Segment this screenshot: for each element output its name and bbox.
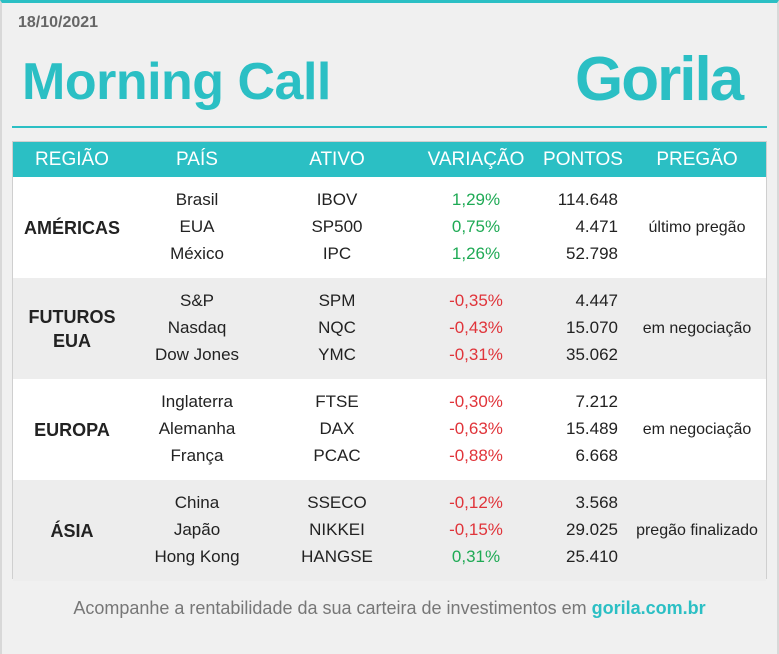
asset: NQC: [318, 318, 356, 337]
asset: SSECO: [307, 493, 367, 512]
variation: -0,88%: [449, 446, 503, 465]
country: França: [170, 446, 224, 465]
points: 4.471: [575, 217, 618, 236]
market-table: REGIÃO PAÍS ATIVO VARIAÇÃO PONTOS PREGÃO…: [12, 141, 767, 581]
points: 15.070: [566, 318, 618, 337]
variation: -0,15%: [449, 520, 503, 539]
logo-text: Gorila: [575, 48, 745, 108]
country: México: [170, 244, 224, 263]
asset: HANGSE: [301, 547, 373, 566]
points: 35.062: [566, 345, 618, 364]
region-label: EUROPA: [34, 419, 110, 440]
variation: 1,26%: [451, 244, 501, 263]
country: Nasdaq: [167, 318, 227, 337]
group-americas: AMÉRICAS Brasil IBOV 1,29% 114.648 EUA S…: [13, 177, 766, 278]
asset: IPC: [322, 244, 352, 263]
session-status: pregão finalizado: [636, 522, 758, 539]
header-pais: PAÍS: [176, 149, 218, 170]
points: 52.798: [566, 244, 618, 263]
asset: PCAC: [313, 446, 361, 465]
variation: 1,29%: [451, 190, 501, 209]
points: 3.568: [575, 493, 618, 512]
points: 7.212: [575, 392, 618, 411]
points: 29.025: [566, 520, 618, 539]
header-pregao: PREGÃO: [656, 149, 738, 170]
header-regiao: REGIÃO: [35, 149, 109, 170]
gorila-logo: Gorila: [575, 48, 747, 108]
footer-link[interactable]: gorila.com.br: [591, 598, 706, 618]
asset: IBOV: [316, 190, 358, 209]
report-date: 18/10/2021: [18, 14, 99, 31]
points: 6.668: [575, 446, 618, 465]
country: China: [174, 493, 220, 512]
header-ativo: ATIVO: [309, 149, 365, 170]
country: Inglaterra: [161, 392, 233, 411]
country: Dow Jones: [154, 345, 240, 364]
footer-text: Acompanhe a rentabilidade da sua carteir…: [73, 598, 587, 618]
country: EUA: [179, 217, 215, 236]
session-status: último pregão: [648, 219, 746, 236]
region-label: FUTUROS EUA: [28, 306, 116, 351]
session-status: em negociação: [642, 320, 752, 337]
group-asia: ÁSIA China SSECO -0,12% 3.568 Japão NIKK…: [13, 480, 766, 581]
variation: 0,75%: [451, 217, 501, 236]
header-pontos: PONTOS: [543, 149, 623, 170]
asset: SPM: [318, 291, 356, 310]
country: Brasil: [175, 190, 219, 209]
country: Japão: [173, 520, 221, 539]
variation: -0,12%: [449, 493, 503, 512]
asset: DAX: [319, 419, 355, 438]
country: S&P: [179, 291, 215, 310]
page-title: Morning Call: [22, 53, 331, 111]
asset: FTSE: [315, 392, 359, 411]
points: 25.410: [566, 547, 618, 566]
variation: -0,31%: [449, 345, 503, 364]
region-label: AMÉRICAS: [23, 217, 120, 238]
variation: -0,35%: [449, 291, 503, 310]
footer-note: Acompanhe a rentabilidade da sua carteir…: [0, 598, 779, 619]
session-status: em negociação: [642, 421, 752, 438]
region-label: ÁSIA: [50, 520, 94, 541]
variation: -0,63%: [449, 419, 503, 438]
group-futuros-eua: FUTUROS EUA S&P SPM -0,35% 4.447 Nasdaq …: [13, 278, 766, 379]
asset: YMC: [318, 345, 356, 364]
asset: SP500: [311, 217, 363, 236]
asset: NIKKEI: [309, 520, 365, 539]
points: 114.648: [557, 190, 618, 209]
group-europa: EUROPA Inglaterra FTSE -0,30% 7.212 Alem…: [13, 379, 766, 480]
variation: -0,30%: [449, 392, 503, 411]
points: 4.447: [575, 291, 618, 310]
table-header: REGIÃO PAÍS ATIVO VARIAÇÃO PONTOS PREGÃO: [13, 142, 766, 177]
header-variacao: VARIAÇÃO: [427, 149, 525, 170]
country: Hong Kong: [154, 547, 240, 566]
country: Alemanha: [158, 419, 236, 438]
variation: 0,31%: [451, 547, 501, 566]
points: 15.489: [566, 419, 618, 438]
variation: -0,43%: [449, 318, 503, 337]
title-divider: [12, 126, 767, 128]
